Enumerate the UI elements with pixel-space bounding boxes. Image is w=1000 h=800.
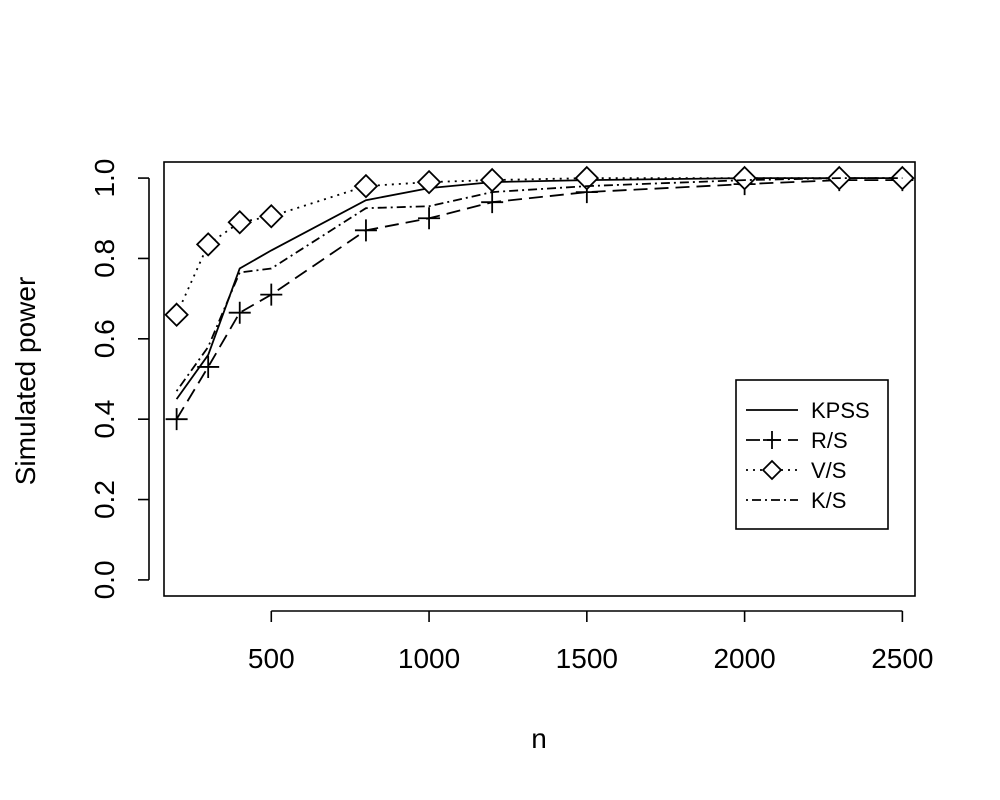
data-point-r-s bbox=[481, 191, 504, 214]
data-point-r-s bbox=[354, 219, 377, 242]
data-point-v-s bbox=[164, 302, 189, 327]
data-point-r-s bbox=[197, 355, 220, 378]
data-point-v-s bbox=[732, 165, 757, 191]
legend-marker-r-s bbox=[763, 431, 781, 449]
x-tick-label: 1000 bbox=[398, 643, 460, 674]
y-tick-label: 1.0 bbox=[89, 159, 120, 198]
series-line-k-s bbox=[175, 177, 903, 392]
y-tick-label: 0.4 bbox=[89, 400, 120, 439]
x-tick-label: 2000 bbox=[713, 643, 775, 674]
data-point-v-s bbox=[259, 203, 284, 229]
data-point-r-s bbox=[165, 408, 188, 431]
x-tick-label: 500 bbox=[248, 643, 295, 674]
data-point-v-s bbox=[195, 232, 221, 257]
plot-area: 500 1000 1500 2000 2500 0.0 0.2 0.4 0.6 0.8 1.0 KPS… bbox=[89, 159, 934, 674]
y-tick-label: 0.6 bbox=[89, 319, 120, 358]
x-tick-label: 1500 bbox=[556, 643, 618, 674]
x-axis-label: n bbox=[531, 723, 547, 754]
y-tick-label: 0.0 bbox=[89, 560, 120, 599]
legend-label-v-s: V/S bbox=[811, 458, 846, 483]
data-point-r-s bbox=[418, 207, 441, 230]
data-point-r-s bbox=[260, 283, 283, 306]
series-line-v-s bbox=[175, 177, 903, 316]
data-point-v-s bbox=[574, 165, 600, 191]
legend-label-kpss: KPSS bbox=[811, 398, 870, 423]
legend-box bbox=[735, 379, 889, 530]
plot-frame bbox=[163, 161, 916, 597]
y-tick-label: 0.8 bbox=[89, 239, 120, 278]
data-point-v-s bbox=[353, 173, 379, 199]
data-point-v-s bbox=[227, 210, 253, 235]
x-tick-label: 2500 bbox=[871, 643, 933, 674]
y-tick-label: 0.2 bbox=[89, 480, 120, 519]
legend-label-k-s: K/S bbox=[811, 488, 846, 513]
data-point-v-s bbox=[416, 169, 442, 195]
legend-marker-v-s bbox=[761, 459, 783, 481]
y-axis-label: Simulated power bbox=[10, 277, 41, 486]
data-point-r-s bbox=[228, 301, 251, 324]
data-point-v-s bbox=[479, 167, 505, 193]
legend-label-r-s: R/S bbox=[811, 428, 848, 453]
